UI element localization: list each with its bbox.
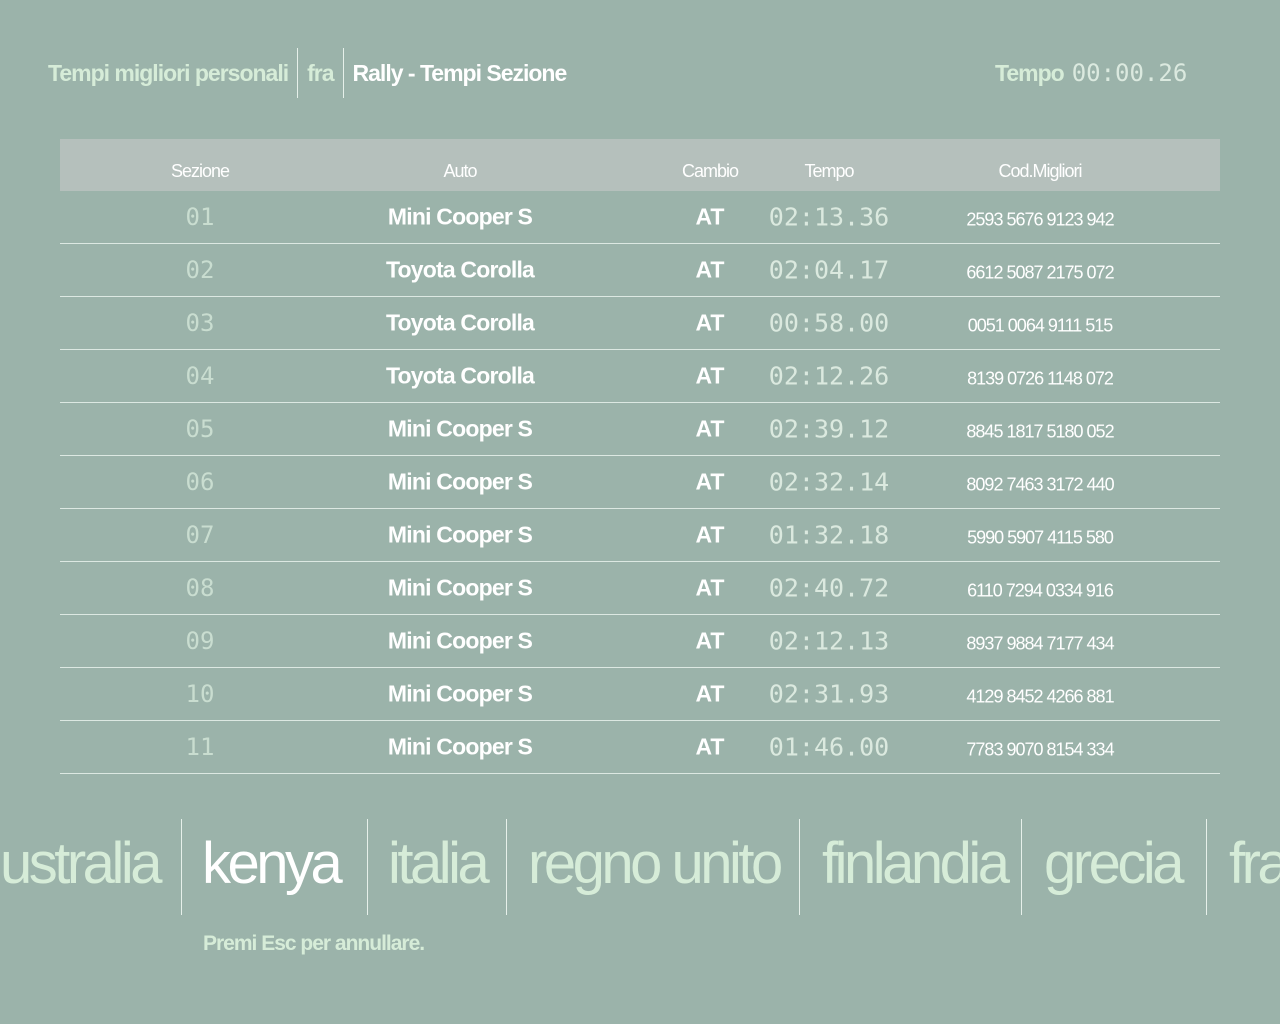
table-row[interactable]: 11 Mini Cooper S AT 01:46.00 7783 9070 8154 …	[60, 721, 1220, 774]
time-value: 00:00.26	[1071, 59, 1188, 87]
best-code: 8845 1817 5180 052	[966, 421, 1114, 442]
divider	[342, 48, 344, 98]
page-title: Rally - Tempi Sezione	[352, 59, 568, 86]
hint-text: Premi Esc per annullare.	[203, 932, 425, 955]
country-tab[interactable]: ustralia	[0, 831, 162, 896]
country-tab[interactable]: finlandia	[822, 831, 1010, 896]
gearbox: AT	[695, 468, 725, 495]
car-name: Mini Cooper S	[387, 574, 533, 601]
section-label: Tempi migliori personali	[48, 59, 289, 86]
col-cod-migliori: Cod.Migliori	[998, 161, 1082, 181]
gearbox: AT	[695, 733, 725, 760]
table-row[interactable]: 04 Toyota Corolla AT 02:12.26 8139 0726 1148…	[60, 350, 1220, 403]
gearbox: AT	[695, 362, 725, 389]
section-number: 05	[185, 415, 215, 443]
best-code: 8139 0726 1148 072	[967, 368, 1114, 389]
section-number: 07	[185, 521, 215, 549]
section-time: 02:31.93	[768, 679, 890, 709]
country-divider	[1206, 819, 1207, 915]
car-name: Mini Cooper S	[387, 627, 533, 654]
section-time: 02:32.14	[768, 467, 890, 497]
table-row[interactable]: 09 Mini Cooper S AT 02:12.13 8937 9884 7177 …	[60, 615, 1220, 668]
best-code: 4129 8452 4266 881	[966, 686, 1114, 707]
top-header: Tempi migliori personali fra Rally - Tem…	[48, 48, 568, 98]
best-code: 6612 5087 2175 072	[966, 262, 1114, 283]
gearbox: AT	[695, 627, 725, 654]
best-code: 8092 7463 3172 440	[966, 474, 1114, 495]
section-time: 02:39.12	[768, 414, 890, 444]
best-code: 5990 5907 4115 580	[967, 527, 1114, 548]
col-cambio: Cambio	[681, 161, 739, 181]
gearbox: AT	[695, 521, 725, 548]
section-number: 04	[185, 362, 215, 390]
gearbox: AT	[695, 309, 725, 336]
gearbox: AT	[695, 680, 725, 707]
section-time: 02:12.13	[768, 626, 890, 656]
section-time: 00:58.00	[768, 308, 890, 338]
table-row[interactable]: 10 Mini Cooper S AT 02:31.93 4129 8452 4266 …	[60, 668, 1220, 721]
car-name: Mini Cooper S	[387, 521, 533, 548]
table-row[interactable]: 07 Mini Cooper S AT 01:32.18 5990 5907 4115 …	[60, 509, 1220, 562]
car-name: Mini Cooper S	[387, 468, 533, 495]
country-tab[interactable]: fra	[1229, 831, 1280, 896]
country-divider	[1021, 819, 1022, 915]
country-divider	[506, 819, 507, 915]
table-row[interactable]: 03 Toyota Corolla AT 00:58.00 0051 0064 9111…	[60, 297, 1220, 350]
times-table: Sezione Auto Cambio Tempo Cod.Migliori 0…	[60, 139, 1220, 774]
gearbox: AT	[695, 574, 725, 601]
section-time: 01:32.18	[768, 520, 890, 550]
best-code: 6110 7294 0334 916	[967, 580, 1114, 601]
filter-label: fra	[307, 59, 334, 86]
section-number: 01	[185, 203, 215, 231]
divider	[297, 48, 299, 98]
country-divider	[181, 819, 182, 915]
section-number: 08	[185, 574, 215, 602]
car-name: Toyota Corolla	[385, 362, 535, 389]
table-row[interactable]: 01 Mini Cooper S AT 02:13.36 2593 5676 9123 …	[60, 191, 1220, 244]
col-auto: Auto	[443, 161, 477, 181]
section-number: 10	[185, 680, 215, 708]
country-tab[interactable]: kenya	[202, 831, 343, 896]
section-time: 02:13.36	[768, 202, 890, 232]
car-name: Toyota Corolla	[385, 309, 535, 336]
table-header: Sezione Auto Cambio Tempo Cod.Migliori	[60, 139, 1220, 191]
best-code: 2593 5676 9123 942	[966, 209, 1114, 230]
section-time: 02:12.26	[768, 361, 890, 391]
section-number: 06	[185, 468, 215, 496]
section-time: 02:04.17	[768, 255, 890, 285]
car-name: Mini Cooper S	[387, 415, 533, 442]
best-code: 0051 0064 9111 515	[967, 315, 1113, 336]
section-number: 11	[185, 733, 215, 761]
section-time: 01:46.00	[768, 732, 890, 762]
best-code: 8937 9884 7177 434	[966, 633, 1114, 654]
section-number: 03	[185, 309, 215, 337]
best-code: 7783 9070 8154 334	[966, 739, 1114, 760]
col-tempo: Tempo	[804, 161, 854, 181]
car-name: Toyota Corolla	[385, 256, 535, 283]
country-divider	[799, 819, 800, 915]
col-sezione: Sezione	[170, 161, 230, 181]
table-row[interactable]: 02 Toyota Corolla AT 02:04.17 6612 5087 2175…	[60, 244, 1220, 297]
table-row[interactable]: 06 Mini Cooper S AT 02:32.14 8092 7463 3172 …	[60, 456, 1220, 509]
section-time: 02:40.72	[768, 573, 890, 603]
gearbox: AT	[695, 256, 725, 283]
country-divider	[367, 819, 368, 915]
gearbox: AT	[695, 203, 725, 230]
section-number: 02	[185, 256, 215, 284]
car-name: Mini Cooper S	[387, 203, 533, 230]
country-tab[interactable]: grecia	[1044, 831, 1184, 896]
time-label: Tempo	[995, 59, 1065, 86]
country-tab[interactable]: italia	[388, 831, 490, 896]
table-row[interactable]: 08 Mini Cooper S AT 02:40.72 6110 7294 0334 …	[60, 562, 1220, 615]
car-name: Mini Cooper S	[387, 733, 533, 760]
section-number: 09	[185, 627, 215, 655]
car-name: Mini Cooper S	[387, 680, 533, 707]
gearbox: AT	[695, 415, 725, 442]
country-tab[interactable]: regno unito	[528, 831, 783, 896]
time-display: Tempo 00:00.26	[995, 48, 1187, 98]
table-row[interactable]: 05 Mini Cooper S AT 02:39.12 8845 1817 5180 …	[60, 403, 1220, 456]
